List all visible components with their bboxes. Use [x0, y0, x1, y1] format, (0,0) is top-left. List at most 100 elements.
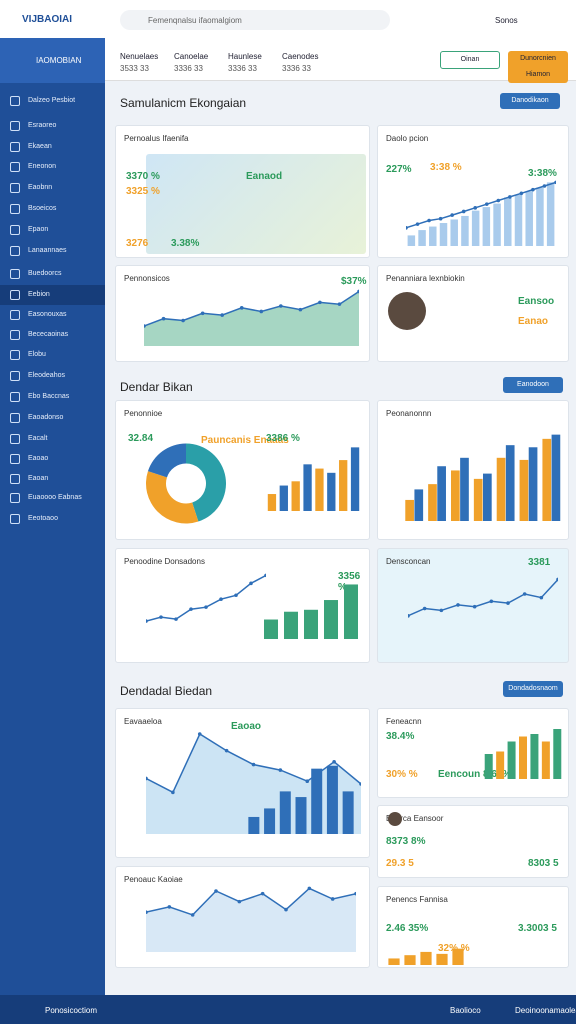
- point: [508, 195, 512, 199]
- sidebar-icon: [10, 514, 20, 524]
- bar: [405, 499, 414, 521]
- sidebar-item[interactable]: Eaoan: [28, 475, 49, 482]
- sidebar-item[interactable]: Eaoao: [28, 455, 49, 462]
- sidebar-item[interactable]: Eaobnn: [28, 184, 53, 191]
- bar: [519, 459, 529, 521]
- point: [332, 759, 336, 764]
- point: [496, 198, 501, 203]
- panel: Penoauc Kaoiae: [115, 866, 370, 968]
- point: [305, 779, 310, 784]
- panel-text: Eencoun 8.67%: [438, 769, 512, 780]
- sidebar-item[interactable]: Esraoreo: [28, 122, 57, 129]
- panel-title: Penonnioe: [124, 409, 163, 418]
- sidebar-item[interactable]: Eebion: [28, 291, 50, 298]
- sidebar-icon: [10, 493, 20, 503]
- panel-text: 8373 8%: [386, 836, 426, 847]
- chart: [407, 182, 555, 246]
- panel-text: 3370 %: [126, 171, 160, 182]
- bar: [519, 736, 527, 779]
- sidebar-item[interactable]: Easonouxas: [28, 311, 67, 318]
- sidebar-item[interactable]: Eneonon: [28, 163, 57, 170]
- sidebar-item[interactable]: Elobu: [28, 351, 46, 358]
- panel: Pernoalus Ifaenifa 3370 % 3325 % Eanaod 3276…: [115, 125, 370, 258]
- sidebar-item[interactable]: Ekaean: [28, 143, 52, 150]
- section-button[interactable]: Dondadosnaom: [503, 681, 563, 697]
- point: [144, 324, 146, 328]
- point: [406, 226, 408, 230]
- point: [330, 897, 335, 901]
- sidebar-item[interactable]: Lanaannaes: [28, 247, 67, 254]
- panel-text: 3.3003 5: [518, 923, 557, 934]
- section-button[interactable]: Danodikaon: [500, 93, 560, 109]
- bar: [536, 187, 544, 246]
- bar: [461, 215, 469, 246]
- bar: [248, 816, 260, 834]
- panel-text: 32.84: [128, 433, 154, 444]
- tab-title[interactable]: VIJBAOIAI: [22, 14, 73, 25]
- sidebar-item[interactable]: Eacalt: [28, 435, 48, 442]
- sidebar-item[interactable]: Buedoorcs: [28, 270, 62, 277]
- panel-title: Peonanonnn: [386, 409, 432, 418]
- panel-text: 30% %: [386, 769, 418, 780]
- sidebar-icon: [10, 434, 20, 444]
- sidebar-item[interactable]: Bsoeicos: [28, 205, 57, 212]
- panel-title: Penoauc Kaoiae: [124, 875, 183, 884]
- point: [200, 311, 205, 316]
- panel-text: 3.38%: [171, 238, 200, 249]
- point: [489, 599, 494, 604]
- section-button[interactable]: Eanodoon: [503, 377, 563, 393]
- point: [174, 617, 178, 621]
- point: [224, 748, 229, 753]
- point: [146, 619, 148, 623]
- user-name[interactable]: Sonos: [495, 16, 518, 25]
- sidebar-item[interactable]: Eaoadonso: [28, 414, 64, 421]
- bar: [437, 466, 446, 521]
- chart: [388, 948, 464, 965]
- donut-slice: [186, 443, 226, 522]
- footer-left[interactable]: Ponosicoctiom: [45, 1006, 98, 1015]
- footer-right[interactable]: Deoinoonamaolea: [515, 1006, 576, 1015]
- sidebar-item[interactable]: Euaoooo Eabnas: [28, 494, 82, 501]
- point: [354, 891, 356, 896]
- browser-bar: VIJBAOIAI Femenqnalsu ifaomalgiom Sonos: [0, 0, 576, 39]
- sidebar-item[interactable]: Dalzeo Pesbiot: [28, 97, 76, 104]
- panel-text: 3:38 %: [430, 162, 462, 173]
- point: [264, 573, 266, 578]
- bar: [264, 808, 276, 834]
- line: [146, 887, 356, 916]
- header: Oinan Dunorcnien Hiamon Nenuelaes 3533 33…: [105, 38, 576, 83]
- bar: [483, 473, 492, 521]
- point: [522, 592, 527, 596]
- sidebar-icon: [10, 454, 20, 464]
- sidebar-item[interactable]: Eleodeahos: [28, 372, 65, 379]
- point: [450, 213, 454, 217]
- panel-title: Penanniara lexnbiokin: [386, 274, 465, 283]
- bar: [327, 472, 336, 511]
- sidebar-item[interactable]: Ebo Baccnas: [28, 393, 70, 400]
- primary-button[interactable]: Dunorcnien Hiamon: [508, 51, 568, 83]
- sidebar-icon: [10, 246, 20, 256]
- sidebar-item[interactable]: Bececaoinas: [28, 331, 69, 338]
- point: [531, 187, 535, 192]
- bar: [439, 223, 448, 246]
- area: [146, 888, 356, 952]
- point: [190, 913, 195, 917]
- sidebar-icon: [10, 350, 20, 360]
- point: [408, 614, 410, 618]
- point: [539, 595, 544, 600]
- bar: [407, 235, 416, 246]
- bar: [326, 765, 338, 834]
- chart: [406, 180, 556, 230]
- panel-text: Eansoo: [518, 296, 555, 307]
- panel-text: 3276: [126, 238, 149, 249]
- bar: [542, 438, 552, 521]
- map: [146, 154, 366, 254]
- search-box[interactable]: Femenqnalsu ifaomalgiom: [120, 10, 390, 30]
- outline-button[interactable]: Oinan: [440, 51, 500, 69]
- point: [427, 218, 431, 223]
- sidebar-item[interactable]: Eeotoaoo: [28, 515, 58, 522]
- footer-mid[interactable]: Baolioco: [450, 1006, 481, 1015]
- line: [146, 574, 266, 622]
- bar: [493, 203, 501, 246]
- sidebar-item[interactable]: Epaon: [28, 226, 49, 233]
